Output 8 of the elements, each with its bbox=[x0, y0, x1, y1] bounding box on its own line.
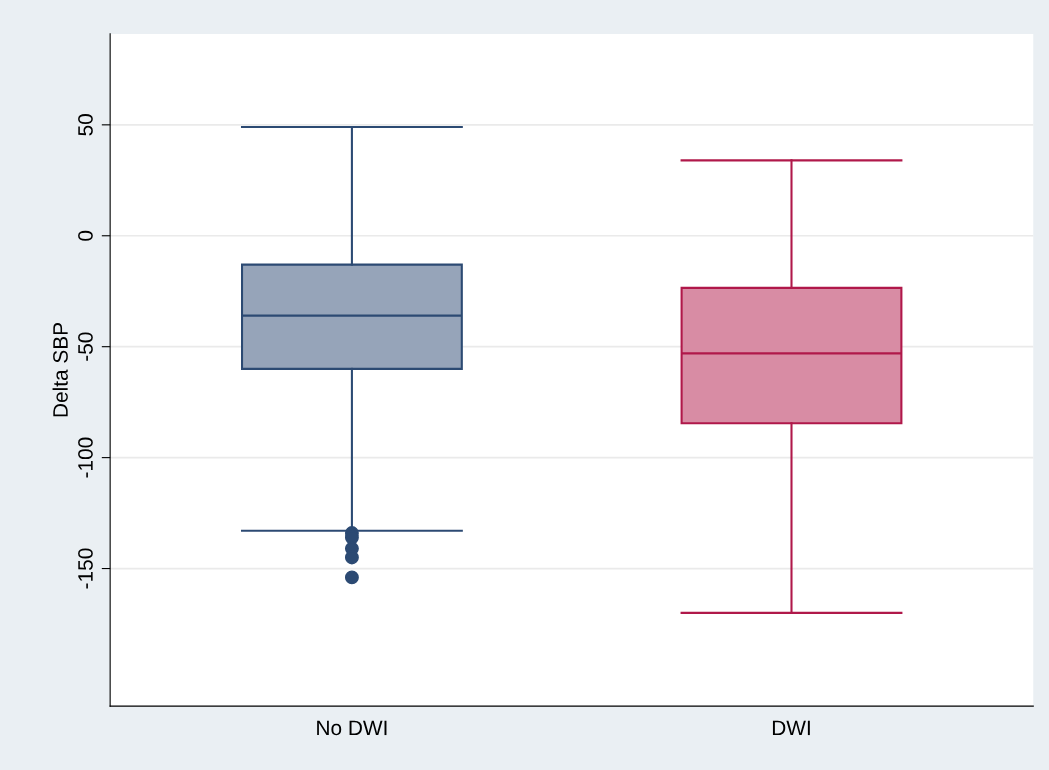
y-tick-label: -150 bbox=[78, 548, 93, 589]
y-tick-label: -50 bbox=[78, 332, 93, 361]
x-tick-label: No DWI bbox=[317, 720, 387, 736]
y-tick-label: -100 bbox=[78, 437, 93, 478]
y-tick-label: 0 bbox=[78, 230, 93, 241]
y-tick-label: 50 bbox=[78, 114, 93, 136]
x-tick-label: DWI bbox=[772, 720, 810, 736]
y-axis-title: Delta SBP bbox=[52, 323, 68, 417]
